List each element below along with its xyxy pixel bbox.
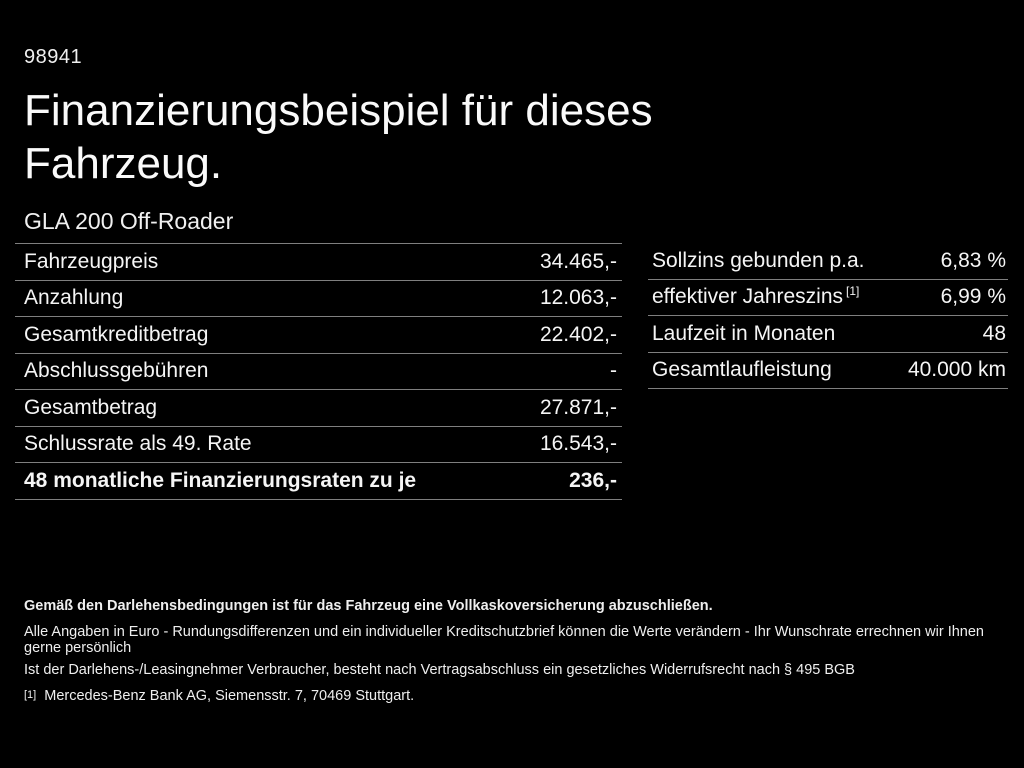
table-row-sollzins: Sollzins gebunden p.a. 6,83 % [648,243,1008,280]
row-label: 48 monatliche Finanzierungsraten zu je [24,468,417,492]
document-code: 98941 [24,46,83,68]
row-label: Gesamtbetrag [24,395,158,419]
footnote-reference: [1] [846,284,860,299]
row-value: 22.402,- [539,322,617,346]
insurance-requirement-note: Gemäß den Darlehensbedingungen ist für d… [24,598,713,614]
row-value: 48 [982,321,1006,345]
financing-table-left: Fahrzeugpreis 34.465,- Anzahlung 12.063,… [15,243,622,500]
vehicle-name: GLA 200 Off-Roader [24,208,234,234]
table-row-gesamtkreditbetrag: Gesamtkreditbetrag 22.402,- [15,317,622,354]
row-value: 12.063,- [539,286,617,310]
row-label: Anzahlung [24,286,124,310]
row-value: - [610,359,617,383]
withdrawal-right-note: Ist der Darlehens-/Leasingnehmer Verbrau… [24,662,855,678]
table-row-gesamtlaufleistung: Gesamtlaufleistung 40.000 km [648,353,1008,389]
table-row-anzahlung: Anzahlung 12.063,- [15,281,622,317]
footnote-marker: [1] [24,689,37,701]
row-label: effektiver Jahreszins [1] [652,284,860,309]
disclaimer-line: Alle Angaben in Euro - Rundungsdifferenz… [24,624,984,656]
page-title-line2: Fahrzeug. [24,139,223,188]
table-row-laufzeit: Laufzeit in Monaten 48 [648,316,1008,353]
row-value: 27.871,- [539,395,617,419]
row-value: 236,- [569,468,617,492]
row-label: Gesamtlaufleistung [652,358,832,382]
table-row-fahrzeugpreis: Fahrzeugpreis 34.465,- [15,244,622,281]
page-title: Finanzierungsbeispiel für dieses Fahrzeu… [24,84,653,190]
table-row-schlussrate: Schlussrate als 49. Rate 16.543,- [15,427,622,463]
row-value: 34.465,- [539,249,617,273]
legal-footer: Gemäß den Darlehensbedingungen ist für d… [24,598,1004,705]
row-value: 6,99 % [940,285,1006,309]
table-row-abschlussgebuehren: Abschlussgebühren - [15,354,622,390]
row-value: 40.000 km [907,358,1006,382]
row-label: Fahrzeugpreis [24,249,159,273]
financing-table-right: Sollzins gebunden p.a. 6,83 % effektiver… [648,243,1008,389]
bank-footnote: [1] Mercedes-Benz Bank AG, Siemensstr. 7,… [24,688,1004,705]
row-label: Schlussrate als 49. Rate [24,432,252,456]
footnote-text: Mercedes-Benz Bank AG, Siemensstr. 7, 70… [44,688,415,704]
table-row-effektiver-jahreszins: effektiver Jahreszins [1] 6,99 % [648,280,1008,316]
row-value: 16.543,- [539,432,617,456]
row-label: Gesamtkreditbetrag [24,322,209,346]
table-row-gesamtbetrag: Gesamtbetrag 27.871,- [15,390,622,427]
row-value: 6,83 % [940,248,1006,272]
table-row-monatsraten: 48 monatliche Finanzierungsraten zu je 2… [15,463,622,500]
page-title-line1: Finanzierungsbeispiel für dieses [24,86,653,135]
row-label: Abschlussgebühren [24,359,209,383]
row-label: Laufzeit in Monaten [652,321,836,345]
row-label: Sollzins gebunden p.a. [652,248,865,272]
